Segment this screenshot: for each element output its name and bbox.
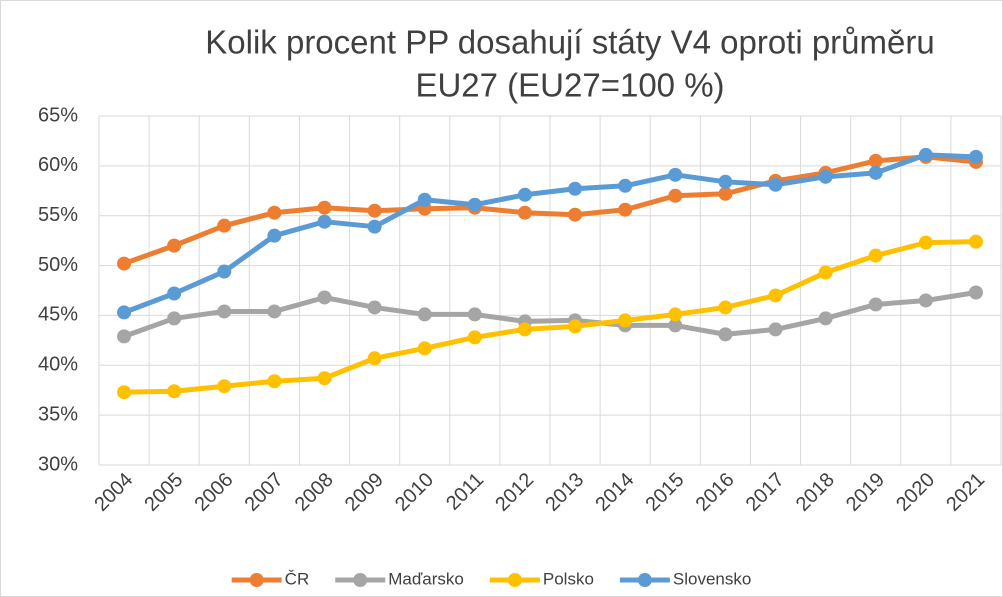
point — [367, 203, 382, 218]
point — [317, 371, 332, 386]
y-tick-label: 30% — [38, 453, 78, 475]
point — [167, 384, 182, 399]
point — [668, 318, 683, 333]
point — [718, 186, 733, 201]
point — [868, 165, 883, 180]
point — [868, 248, 883, 263]
y-tick-label: 35% — [38, 403, 78, 425]
series-line — [123, 152, 977, 315]
point — [117, 256, 132, 271]
legend: ČR Maďarsko Polsko Slovensko — [231, 569, 751, 588]
point — [668, 167, 683, 182]
point — [217, 379, 232, 394]
point — [918, 147, 933, 162]
legend-marker — [249, 573, 264, 587]
point — [117, 329, 132, 344]
point — [117, 385, 132, 400]
point — [918, 235, 933, 250]
point — [517, 322, 532, 337]
point — [718, 174, 733, 189]
series-line — [123, 154, 977, 266]
point — [968, 234, 983, 249]
point — [618, 202, 633, 217]
point — [317, 290, 332, 305]
y-tick-label: 50% — [38, 254, 78, 276]
point — [267, 205, 282, 220]
point — [167, 238, 182, 253]
legend-label: ČR — [285, 569, 310, 588]
point — [167, 311, 182, 326]
point — [768, 288, 783, 303]
point — [568, 319, 583, 334]
legend-label: Maďarsko — [388, 569, 464, 588]
chart-title: Kolik procent PP dosahují státy V4 oprot… — [205, 24, 934, 61]
point — [517, 187, 532, 202]
point — [317, 200, 332, 215]
point — [718, 300, 733, 315]
point — [467, 307, 482, 322]
point — [217, 264, 232, 279]
y-tick-label: 40% — [38, 354, 78, 376]
y-tick-label: 55% — [38, 204, 78, 226]
point — [818, 311, 833, 326]
chart-title: EU27 (EU27=100 %) — [415, 67, 724, 104]
point — [818, 265, 833, 280]
point — [618, 313, 633, 328]
point — [317, 214, 332, 229]
point — [968, 149, 983, 164]
point — [768, 322, 783, 337]
point — [267, 374, 282, 389]
point — [668, 188, 683, 203]
legend-marker — [507, 573, 522, 587]
legend-marker — [637, 573, 652, 587]
point — [367, 351, 382, 366]
point — [117, 305, 132, 320]
point — [267, 304, 282, 319]
y-tick-label: 60% — [38, 154, 78, 176]
point — [417, 192, 432, 207]
series-line — [123, 290, 977, 339]
point — [568, 207, 583, 222]
y-tick-label: 45% — [38, 304, 78, 326]
point — [968, 285, 983, 300]
point — [417, 341, 432, 356]
point — [167, 286, 182, 301]
point — [818, 169, 833, 184]
point — [568, 181, 583, 196]
point — [267, 228, 282, 243]
point — [618, 178, 633, 193]
point — [768, 177, 783, 192]
point — [217, 218, 232, 233]
point — [868, 153, 883, 168]
point — [668, 307, 683, 322]
point — [718, 327, 733, 342]
legend-label: Polsko — [543, 569, 594, 588]
y-tick-label: 65% — [38, 104, 78, 126]
point — [467, 197, 482, 212]
legend-marker — [353, 573, 368, 587]
point — [367, 219, 382, 234]
point — [467, 330, 482, 345]
point — [868, 297, 883, 312]
series-line — [124, 239, 976, 395]
legend-label: Slovensko — [673, 569, 751, 588]
point — [367, 300, 382, 315]
point — [918, 293, 933, 308]
point — [517, 205, 532, 220]
point — [417, 307, 432, 322]
point — [217, 304, 232, 319]
